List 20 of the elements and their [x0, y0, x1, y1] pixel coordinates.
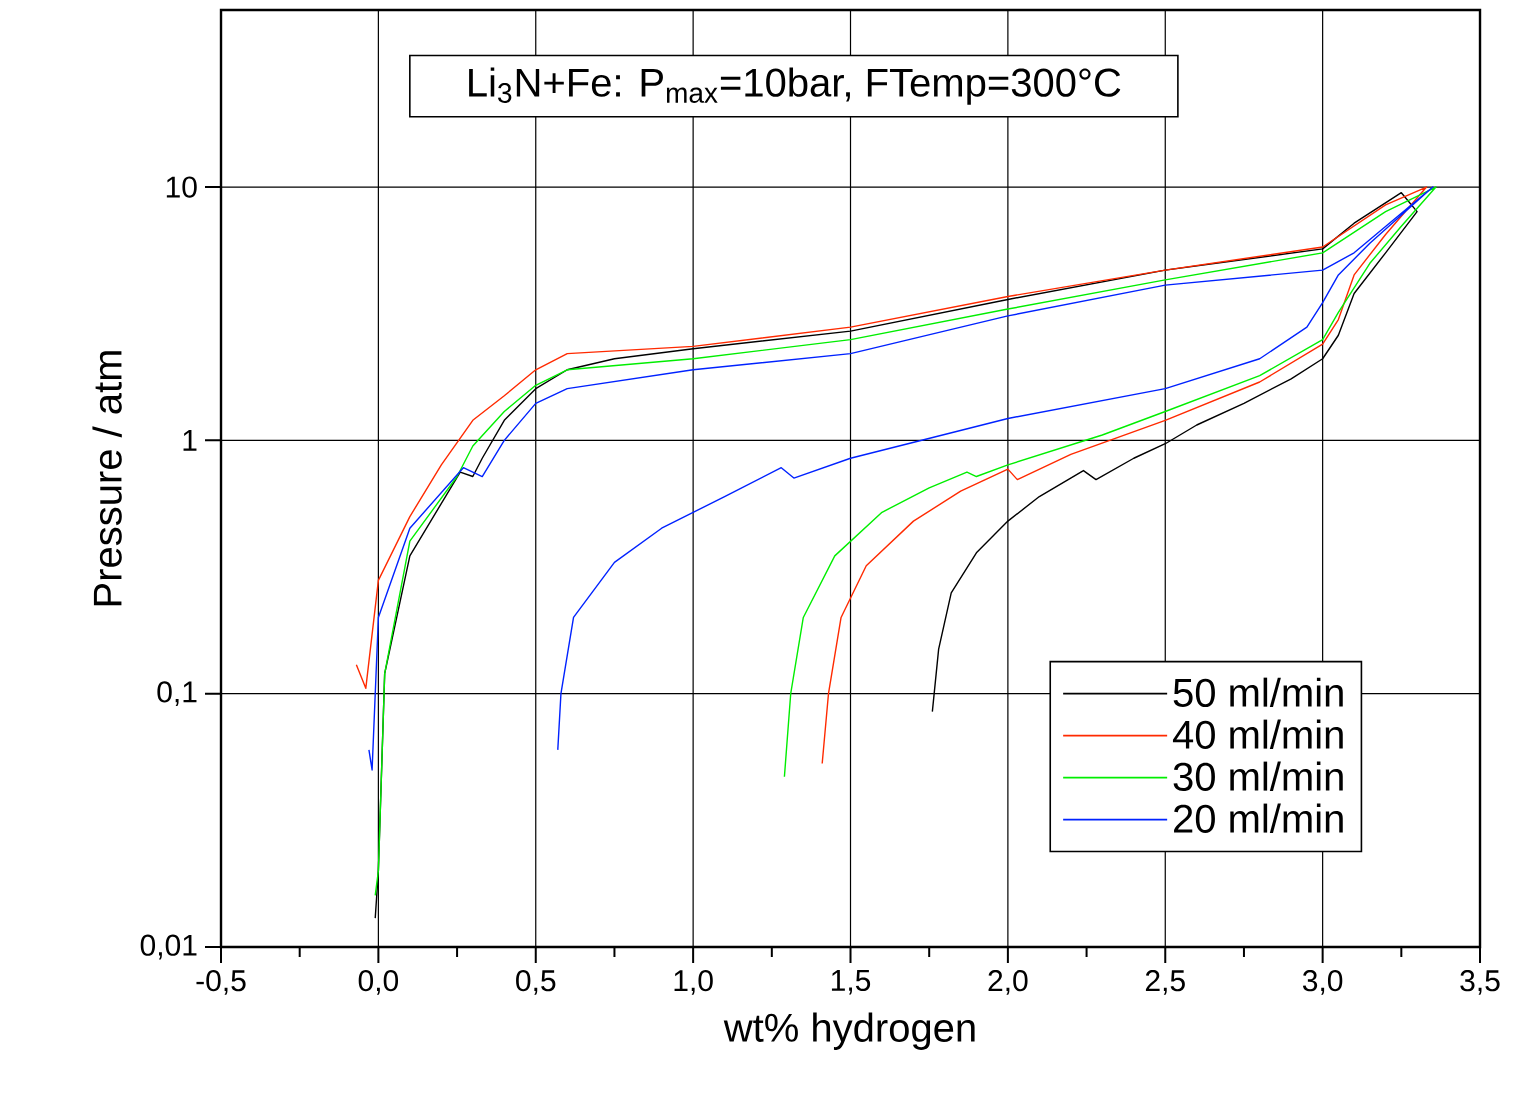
- x-axis-title: wt% hydrogen: [723, 1012, 975, 1050]
- x-tick-label: -0,5: [196, 970, 246, 995]
- legend-label: 40 ml/min: [1172, 719, 1343, 749]
- x-tick-label: 3,0: [1302, 970, 1343, 995]
- x-tick-label: 0,5: [516, 970, 556, 995]
- y-tick-label: 10: [166, 176, 197, 198]
- y-tick-label: 0,01: [140, 934, 197, 960]
- legend-label: 50 ml/min: [1173, 677, 1343, 707]
- x-tick-label: 3,5: [1460, 970, 1500, 995]
- x-tick-label: 2,5: [1145, 970, 1185, 995]
- text: Li$_{3}$N+Fe: P$_{max}$=10bar, FTemp=300°C: [469, 67, 1121, 105]
- y-tick-label: 0,1: [157, 681, 197, 707]
- legend-label: 20 ml/min: [1174, 803, 1343, 833]
- y-axis-title: Pressure / atm: [92, 351, 122, 606]
- x-tick-label: 1,5: [831, 970, 871, 995]
- y-tick-label: 1: [183, 430, 197, 451]
- legend-label: 30 ml/min: [1173, 761, 1343, 791]
- x-tick-label: 0,0: [358, 970, 399, 995]
- x-tick-label: 2,0: [988, 970, 1028, 995]
- x-tick-label: 1,0: [674, 970, 713, 995]
